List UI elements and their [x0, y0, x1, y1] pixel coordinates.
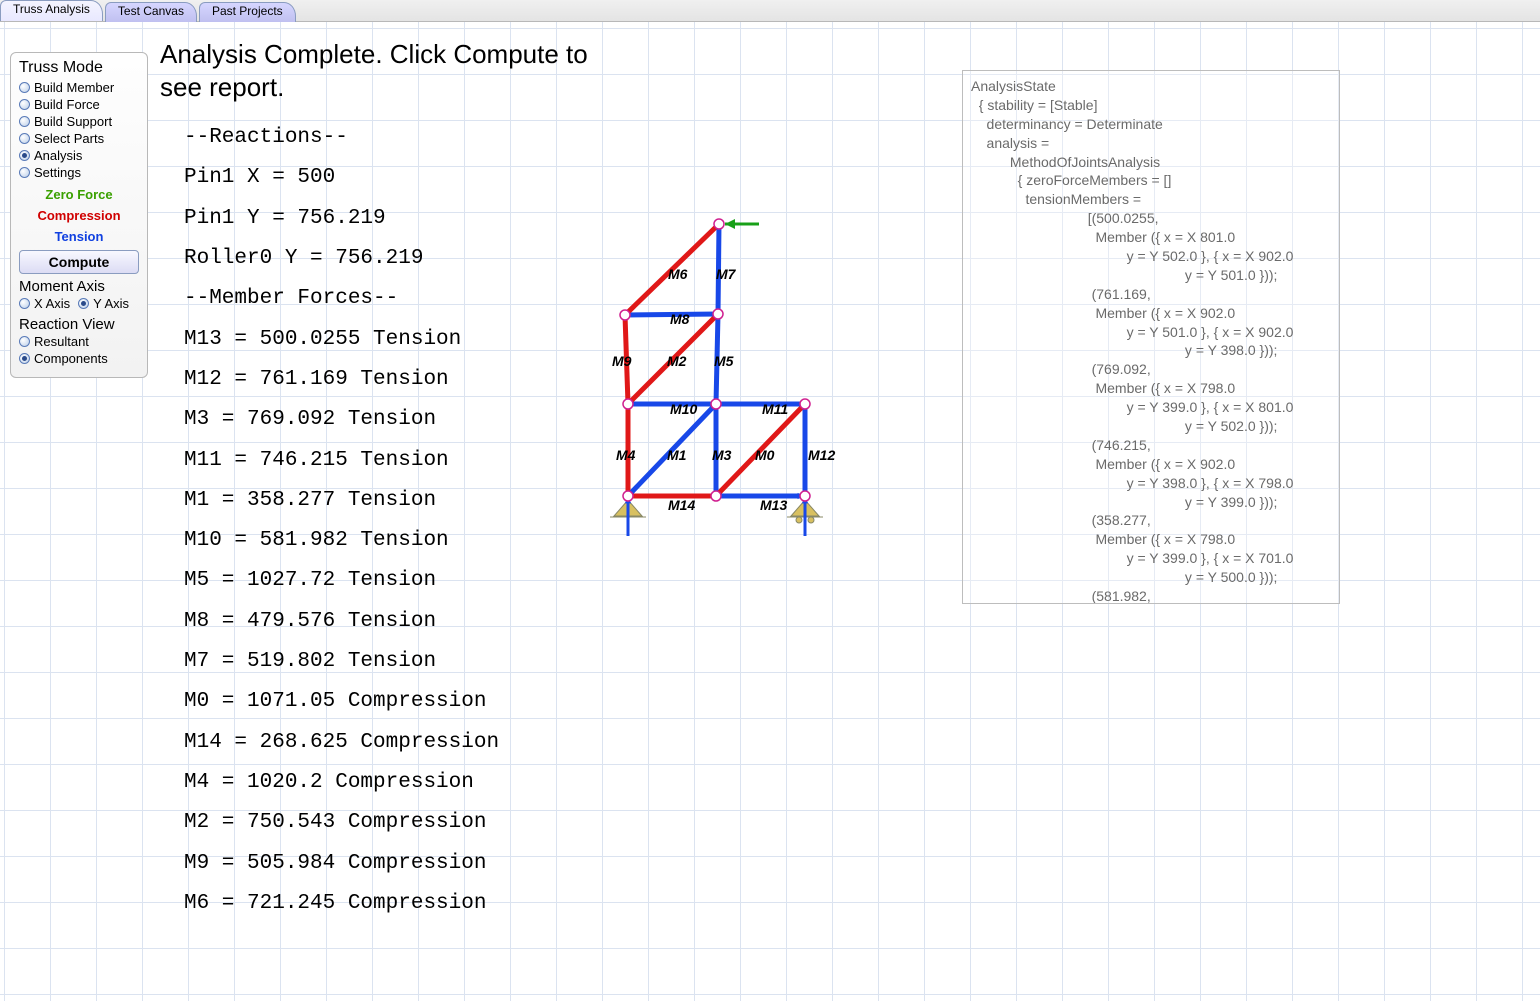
reaction-option-label: Components: [34, 351, 108, 366]
moment-option-y-axis[interactable]: Y Axis: [78, 295, 129, 312]
radio-icon: [19, 336, 30, 347]
radio-icon: [19, 133, 30, 144]
radio-icon: [19, 353, 30, 364]
moment-option-x-axis[interactable]: X Axis: [19, 295, 70, 312]
mode-title: Truss Mode: [19, 59, 139, 77]
mode-option-label: Select Parts: [34, 131, 104, 146]
radio-icon: [19, 116, 30, 127]
mode-option-build-force[interactable]: Build Force: [19, 96, 139, 113]
reaction-view-title: Reaction View: [19, 316, 139, 333]
legend-zero-force: Zero Force: [19, 187, 139, 202]
analysis-report: --Reactions-- Pin1 X = 500 Pin1 Y = 756.…: [184, 118, 499, 924]
mode-option-settings[interactable]: Settings: [19, 164, 139, 181]
radio-icon: [19, 99, 30, 110]
moment-axis-title: Moment Axis: [19, 278, 139, 295]
mode-option-label: Build Support: [34, 114, 112, 129]
mode-option-label: Build Force: [34, 97, 100, 112]
moment-option-label: Y Axis: [93, 296, 129, 311]
compute-button[interactable]: Compute: [19, 250, 139, 274]
tab-test-canvas[interactable]: Test Canvas: [105, 2, 197, 22]
mode-option-select-parts[interactable]: Select Parts: [19, 130, 139, 147]
mode-option-analysis[interactable]: Analysis: [19, 147, 139, 164]
reaction-option-resultant[interactable]: Resultant: [19, 333, 139, 350]
status-headline: Analysis Complete. Click Compute to see …: [160, 38, 600, 103]
tab-bar: Truss Analysis Test Canvas Past Projects: [0, 0, 1540, 22]
legend-tension: Tension: [19, 229, 139, 244]
reaction-option-components[interactable]: Components: [19, 350, 139, 367]
legend-compression: Compression: [19, 208, 139, 223]
mode-option-build-member[interactable]: Build Member: [19, 79, 139, 96]
mode-option-label: Build Member: [34, 80, 114, 95]
side-panel: Truss Mode Build Member Build Force Build …: [10, 52, 148, 378]
tab-past-projects[interactable]: Past Projects: [199, 2, 296, 22]
radio-icon: [19, 150, 30, 161]
mode-option-build-support[interactable]: Build Support: [19, 113, 139, 130]
tab-truss-analysis[interactable]: Truss Analysis: [0, 0, 103, 21]
radio-icon: [19, 167, 30, 178]
mode-option-label: Settings: [34, 165, 81, 180]
radio-icon: [19, 82, 30, 93]
moment-option-label: X Axis: [34, 296, 70, 311]
analysis-state-panel: AnalysisState { stability = [Stable] det…: [962, 70, 1340, 604]
radio-icon: [19, 298, 30, 309]
reaction-option-label: Resultant: [34, 334, 89, 349]
radio-icon: [78, 298, 89, 309]
mode-option-label: Analysis: [34, 148, 82, 163]
